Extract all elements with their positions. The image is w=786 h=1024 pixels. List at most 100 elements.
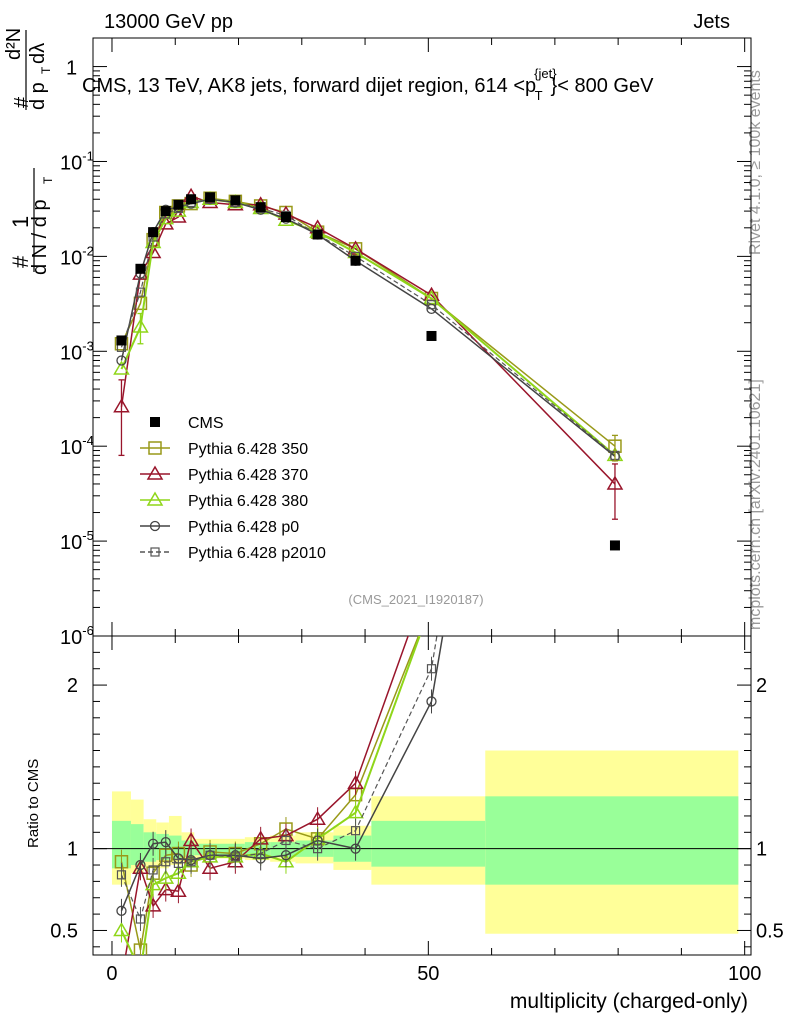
ratio-marker-pythia-6-428-p2010 [256,848,266,859]
legend-label: Pythia 6.428 350 [188,441,308,458]
top-marker-cms [186,194,197,205]
top-marker-cms [148,227,159,238]
ratio-marker-pythia-6-428-370 [170,882,187,897]
top-line-pythia-6-428-p2010 [120,198,616,456]
svg-text:dλ: dλ [27,43,49,64]
top-marker-cms [426,330,437,341]
ratio-marker-pythia-6-428-p2010 [426,664,437,674]
ratio-line-pythia-6-428-p2010 [120,636,438,921]
analysis-id: (CMS_2021_I1920187) [348,592,483,607]
svg-text:#: # [8,255,33,268]
legend-marker [150,417,160,427]
ratio-marker-pythia-6-428-370 [182,831,200,847]
svg-text:d p: d p [27,82,49,110]
ratio-marker-pythia-6-428-p0 [147,838,159,849]
legend-label: Pythia 6.428 p2010 [188,545,326,562]
legend-item-pythia-6-428-p0: Pythia 6.428 p0 [140,519,299,536]
x-axis-label: multiplicity (charged-only) [510,990,748,1013]
ratio-marker-pythia-6-428-p2010 [350,826,361,836]
top-marker-cms [312,229,323,240]
ratio-marker-pythia-6-428-p2010 [281,835,291,846]
ratio-band-green [219,843,245,856]
mcplots-label: mcplots.cern.ch [arXiv:2401.10621] [747,379,764,630]
ratio-line-pythia-6-428-p0 [120,636,444,912]
ratio-marker-pythia-6-428-p2010 [313,844,323,854]
ratio-marker-pythia-6-428-350 [133,943,148,955]
ratio-marker-pythia-6-428-p2010 [230,852,240,862]
top-line-pythia-6-428-350 [120,197,616,447]
y-tick-label-top: 10-3 [60,338,94,364]
legend-item-pythia-6-428-p2010: Pythia 6.428 p2010 [140,545,326,562]
ratio-line-pythia-6-428-350 [120,636,420,951]
top-marker-cms [350,255,361,266]
ratio-marker-pythia-6-428-p2010 [148,865,158,875]
ratio-panel-frame [92,635,752,956]
top-marker-pythia-6-428-380 [113,360,130,375]
header-left: 13000 GeV pp [104,11,233,33]
y-tick-label-top: 10-2 [60,243,94,269]
ratio-marker-pythia-6-428-380 [133,964,147,976]
ratio-marker-pythia-6-428-370 [201,859,219,875]
ratio-band-green [130,824,144,866]
svg-text:T: T [41,176,55,184]
ratio-marker-pythia-6-428-370 [424,564,438,576]
ratio-marker-pythia-6-428-370 [157,881,175,896]
y-tick-label-ratio: 0.5 [50,920,78,942]
legend-marker [149,520,161,532]
y-tick-label-top: 10-6 [60,623,94,649]
plot-title: CMS, 13 TeV, AK8 jets, forward dijet reg… [82,66,654,103]
x-tick-label: 0 [106,963,117,985]
y-axis-label-top: # 1 d N / d p T # d²N d p T dλ [3,28,55,275]
top-marker-pythia-6-428-p2010 [135,287,146,297]
top-marker-cms [280,211,291,222]
ratio-marker-pythia-6-428-p2010 [173,858,184,868]
ratio-marker-pythia-6-428-p2010 [205,850,215,860]
y-tick-label-top: 1 [66,58,77,80]
y-tick-label-ratio: 2 [67,675,78,697]
ratio-marker-pythia-6-428-380 [347,804,364,819]
ratio-marker-pythia-6-428-p2010 [116,870,127,880]
top-marker-cms [230,195,241,206]
top-marker-cms [135,263,146,274]
header-right: Jets [693,11,730,33]
legend-marker [146,491,164,506]
y-tick-label-ratio-right: 2 [756,675,767,697]
top-marker-cms [160,206,171,217]
legend-marker [150,547,160,557]
svg-text:d N / d p: d N / d p [29,199,51,275]
y-tick-label-ratio-right: 1 [756,839,767,861]
svg-text:T: T [39,66,53,74]
ratio-marker-pythia-6-428-380 [157,869,175,884]
top-marker-cms [116,335,127,346]
ratio-marker-pythia-6-428-p0 [160,836,171,848]
ratio-marker-pythia-6-428-p0 [116,905,127,916]
y-tick-label-top: 10-4 [60,433,94,459]
top-marker-pythia-6-428-p0 [116,355,127,366]
ratio-marker-pythia-6-428-370 [347,774,364,789]
rivet-version-label: Rivet 4.1.0, ≥ 100k events [747,70,764,255]
ratio-marker-pythia-6-428-p0 [350,843,361,854]
y-tick-label-top: 10-5 [60,528,94,554]
legend-item-cms: CMS [150,415,224,432]
legend-label: Pythia 6.428 p0 [188,519,299,536]
top-marker-pythia-6-428-380 [423,290,440,305]
top-marker-pythia-6-428-370 [347,240,364,255]
ratio-marker-pythia-6-428-p0 [426,696,437,707]
legend-marker [148,441,162,455]
y-axis-label-ratio: Ratio to CMS [25,759,42,848]
x-tick-label: 100 [728,963,761,985]
ratio-marker-pythia-6-428-p2010 [161,857,171,867]
svg-text:#: # [11,96,33,108]
legend-item-pythia-6-428-370: Pythia 6.428 370 [140,465,308,484]
svg-text:d²N: d²N [3,28,25,60]
ratio-marker-pythia-6-428-380 [113,921,130,937]
top-marker-cms [173,199,184,210]
legend-label: Pythia 6.428 380 [188,493,308,510]
ratio-band-green [485,796,739,885]
x-tick-label: 50 [417,963,439,985]
svg-text:1: 1 [8,216,33,228]
legend-item-pythia-6-428-380: Pythia 6.428 380 [140,491,308,510]
ratio-marker-pythia-6-428-370 [309,810,326,825]
ratio-marker-pythia-6-428-380 [170,864,187,879]
